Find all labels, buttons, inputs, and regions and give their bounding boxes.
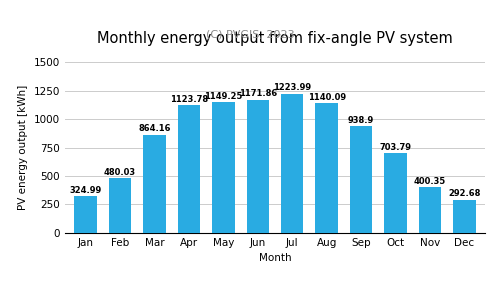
Bar xyxy=(212,102,234,233)
Text: 938.9: 938.9 xyxy=(348,116,374,125)
Y-axis label: PV energy output [kWh]: PV energy output [kWh] xyxy=(18,85,28,210)
Text: 1223.99: 1223.99 xyxy=(273,83,312,93)
Bar xyxy=(74,196,97,233)
Text: 324.99: 324.99 xyxy=(70,186,102,195)
Text: 1171.86: 1171.86 xyxy=(238,89,277,98)
Bar xyxy=(350,126,372,233)
Bar xyxy=(109,178,132,233)
Text: 864.16: 864.16 xyxy=(138,124,171,133)
Bar xyxy=(384,153,406,233)
Text: 1123.78: 1123.78 xyxy=(170,95,208,104)
Bar xyxy=(453,200,475,233)
Text: (C) PVGIS, 2023: (C) PVGIS, 2023 xyxy=(206,30,294,40)
Text: 292.68: 292.68 xyxy=(448,189,480,198)
Text: 1149.25: 1149.25 xyxy=(204,92,242,101)
Text: 480.03: 480.03 xyxy=(104,168,136,177)
Bar xyxy=(418,187,441,233)
Bar xyxy=(178,105,200,233)
Bar xyxy=(316,103,338,233)
Bar xyxy=(281,94,303,233)
Text: 1140.09: 1140.09 xyxy=(308,93,346,102)
Text: 400.35: 400.35 xyxy=(414,177,446,186)
Title: Monthly energy output from fix-angle PV system: Monthly energy output from fix-angle PV … xyxy=(97,31,453,46)
X-axis label: Month: Month xyxy=(258,253,292,263)
Bar xyxy=(246,100,269,233)
Text: 703.79: 703.79 xyxy=(380,143,412,152)
Bar xyxy=(144,135,166,233)
